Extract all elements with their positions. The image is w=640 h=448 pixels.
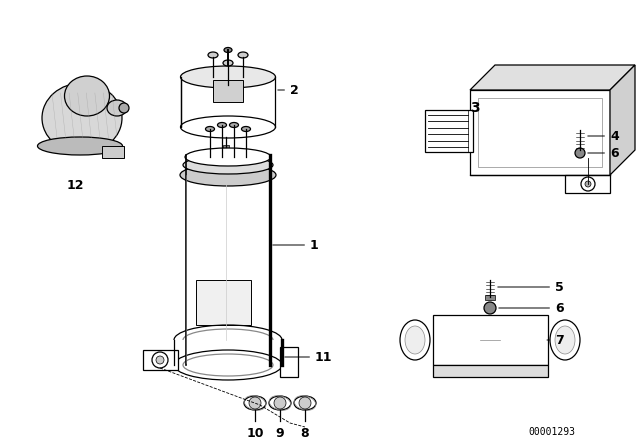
- Circle shape: [484, 302, 496, 314]
- Ellipse shape: [294, 396, 316, 410]
- Text: 8: 8: [301, 426, 309, 439]
- Polygon shape: [470, 65, 635, 90]
- Text: 00001293: 00001293: [528, 427, 575, 437]
- Ellipse shape: [224, 47, 232, 52]
- Text: 6: 6: [588, 146, 619, 159]
- Bar: [223, 145, 229, 149]
- Ellipse shape: [223, 60, 233, 66]
- Text: 1: 1: [273, 238, 319, 251]
- Bar: [213, 80, 243, 102]
- Circle shape: [575, 148, 585, 158]
- Text: 3: 3: [470, 101, 479, 115]
- Bar: [565, 175, 610, 193]
- Polygon shape: [610, 65, 635, 175]
- Ellipse shape: [208, 52, 218, 58]
- Bar: [433, 315, 548, 365]
- Ellipse shape: [218, 122, 227, 128]
- Circle shape: [156, 356, 164, 364]
- Circle shape: [119, 103, 129, 113]
- Bar: [196, 280, 251, 325]
- Ellipse shape: [65, 76, 109, 116]
- Ellipse shape: [555, 326, 575, 354]
- Ellipse shape: [205, 126, 214, 132]
- Ellipse shape: [238, 52, 248, 58]
- Circle shape: [585, 181, 591, 187]
- Text: 10: 10: [246, 426, 264, 439]
- Bar: [433, 365, 548, 377]
- Ellipse shape: [185, 355, 271, 375]
- Ellipse shape: [180, 66, 275, 88]
- Ellipse shape: [183, 354, 273, 376]
- Bar: [425, 110, 473, 152]
- Ellipse shape: [269, 396, 291, 410]
- Ellipse shape: [244, 396, 266, 410]
- Ellipse shape: [180, 116, 275, 138]
- Ellipse shape: [174, 350, 282, 380]
- Ellipse shape: [42, 83, 122, 153]
- Circle shape: [152, 352, 168, 368]
- Text: 2: 2: [278, 83, 299, 96]
- Bar: [470, 90, 610, 175]
- Bar: [485, 295, 495, 300]
- Circle shape: [299, 397, 311, 409]
- Ellipse shape: [38, 137, 122, 155]
- Ellipse shape: [400, 320, 430, 360]
- Ellipse shape: [173, 337, 283, 372]
- Ellipse shape: [180, 164, 276, 186]
- Bar: [143, 350, 178, 370]
- Ellipse shape: [550, 320, 580, 360]
- Text: 12: 12: [67, 178, 84, 191]
- Ellipse shape: [241, 126, 250, 132]
- Text: 5: 5: [498, 280, 564, 293]
- Ellipse shape: [185, 148, 271, 166]
- Circle shape: [274, 397, 286, 409]
- Text: 9: 9: [276, 426, 284, 439]
- Circle shape: [581, 177, 595, 191]
- Text: 6: 6: [499, 302, 564, 314]
- Bar: [280, 347, 298, 377]
- Text: 7: 7: [547, 333, 564, 346]
- Ellipse shape: [405, 326, 425, 354]
- Ellipse shape: [107, 100, 127, 116]
- Bar: [102, 146, 124, 158]
- Text: 4: 4: [588, 129, 619, 142]
- Text: 11: 11: [285, 350, 333, 363]
- Ellipse shape: [230, 122, 239, 128]
- Ellipse shape: [183, 156, 273, 174]
- Bar: [478, 98, 602, 167]
- Circle shape: [249, 397, 261, 409]
